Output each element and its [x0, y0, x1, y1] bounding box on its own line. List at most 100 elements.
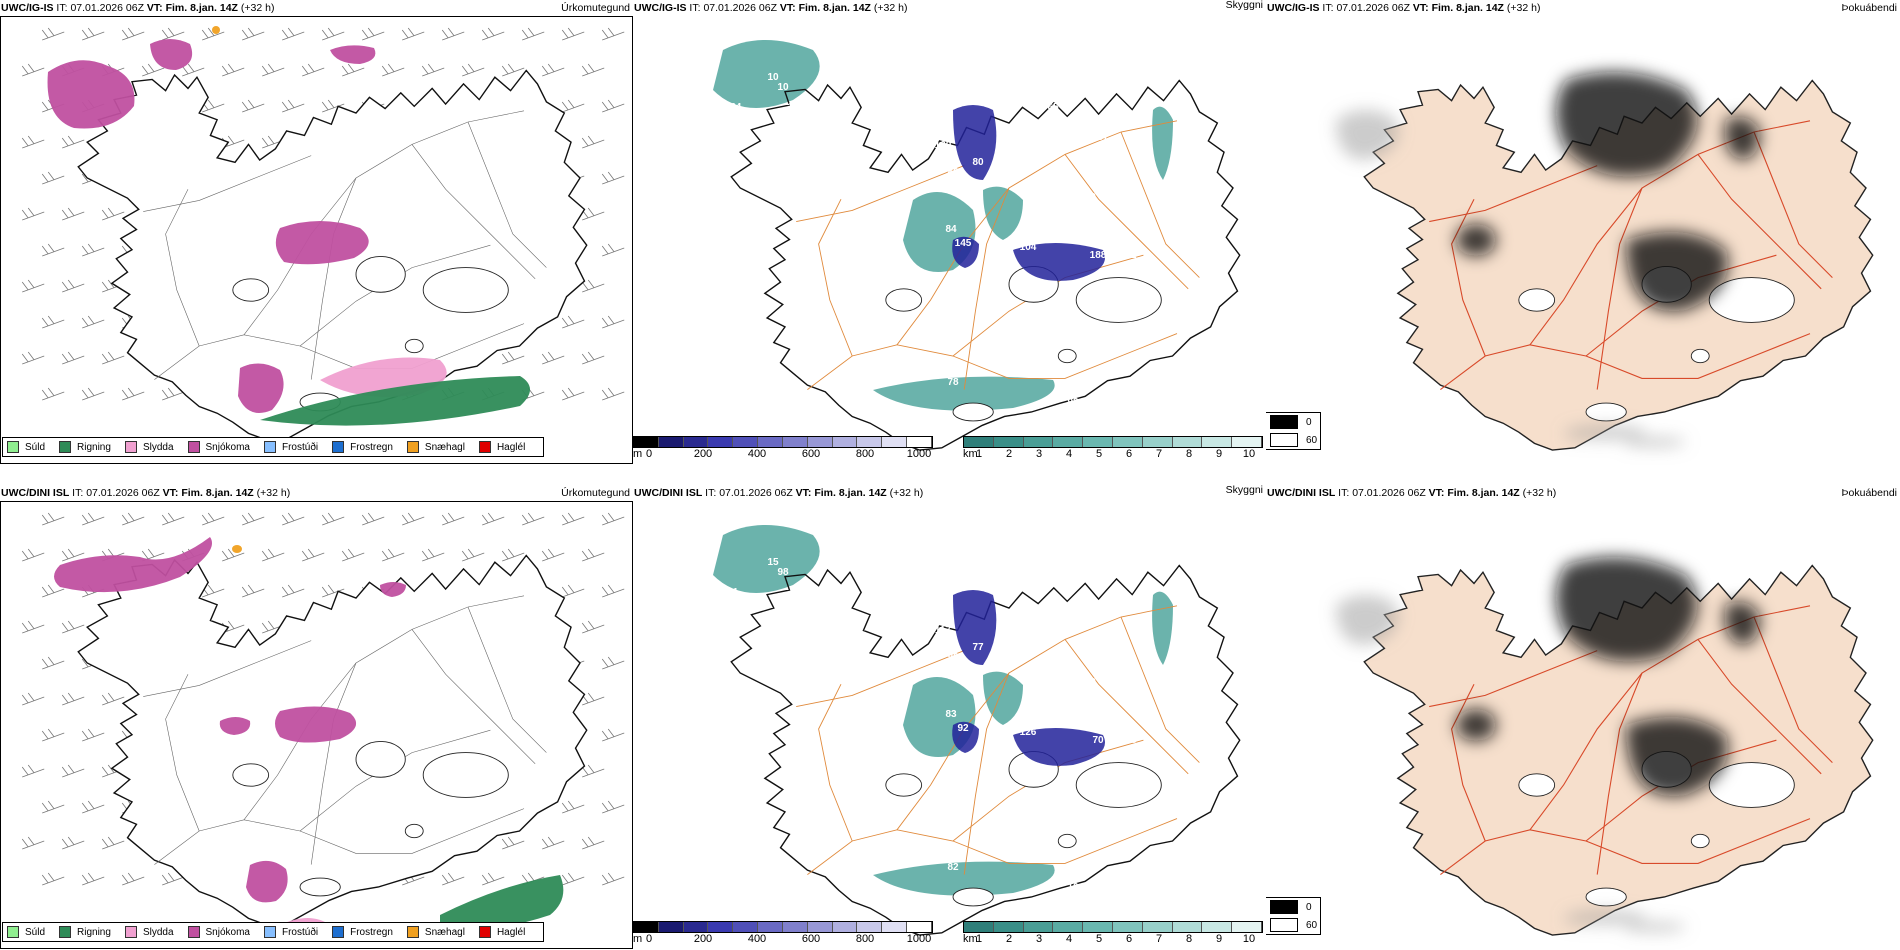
visibility-value-label: 9	[1090, 677, 1096, 688]
colorbar-tick: 7	[1155, 933, 1163, 945]
legend-swatch	[263, 441, 276, 453]
colorbar-tick: 5	[1095, 448, 1103, 460]
colorbar-swatch	[964, 437, 994, 447]
visibility-value-label: 195	[1107, 250, 1124, 261]
row1-vis-title: Skyggni	[1225, 0, 1263, 11]
colorbar-swatch	[907, 922, 932, 932]
colorbar-tick: 400	[747, 933, 767, 945]
row1-precip-panel: UWC/IG-IS IT: 07.01.2026 06Z VT: Fim. 8.…	[0, 0, 633, 465]
visibility-value-label: 145	[955, 238, 972, 249]
colorbar-tick: 600	[801, 448, 821, 460]
visibility-value-label: 98	[1125, 735, 1137, 746]
row2-precip-header: UWC/DINI ISL IT: 07.01.2026 06Z VT: Fim.…	[1, 487, 291, 499]
legend-item-snjokoma: Snjókoma	[187, 441, 250, 453]
legend-swatch	[478, 441, 491, 453]
precip-area-rigning	[440, 875, 564, 930]
visibility-value-label: 80	[972, 157, 984, 168]
colorbar-tick: 600	[801, 933, 821, 945]
iceland-land	[730, 79, 1241, 451]
colorbar-unit: km	[963, 933, 978, 945]
visibility-value-label: 15	[767, 557, 779, 568]
row2-visibility-colorbar: km 1 2 3 4 5 6 7 8 9 10	[963, 921, 1263, 945]
legend-label: Haglél	[496, 926, 526, 938]
row1-precip-title: Úrkomutegund	[561, 2, 630, 14]
colorbar-swatch	[1202, 922, 1233, 932]
legend-swatch	[406, 441, 419, 453]
colorbar-tick: 9	[1215, 933, 1223, 945]
fog-legend-row: 60	[1266, 916, 1320, 934]
row1-fog-legend: 0 60	[1266, 412, 1321, 450]
vis_bar-strip	[963, 921, 1263, 933]
iceland-land	[1363, 564, 1874, 936]
legend-label: Snjókoma	[205, 441, 250, 453]
row2-fog-legend: 0 60	[1266, 897, 1321, 935]
fog-legend-row: 0	[1266, 898, 1320, 916]
colorbar-tick: 5	[1095, 933, 1103, 945]
legend-item-rigning: Rigning	[59, 441, 111, 453]
row1-fog-header: UWC/IG-IS IT: 07.01.2026 06Z VT: Fim. 8.…	[1267, 2, 1541, 14]
legend-item-frostregn: Frostregn	[332, 441, 393, 453]
colorbar-swatch	[1232, 922, 1262, 932]
visibility-value-label: 98	[777, 567, 789, 578]
colorbar-tick: 6	[1125, 448, 1133, 460]
legend-item-snjokoma: Snjókoma	[187, 926, 250, 938]
colorbar-swatch	[782, 922, 808, 932]
colorbar-swatch	[758, 922, 783, 932]
colorbar-swatch	[1142, 922, 1173, 932]
colorbar-tick: 1	[975, 448, 983, 460]
visibility-value-label: 92	[1067, 397, 1079, 408]
colorbar-swatch	[733, 922, 759, 932]
colorbar-tick: 9	[1215, 448, 1223, 460]
colorbar-swatch	[882, 922, 908, 932]
fog-index-field	[1456, 557, 1760, 797]
legend-item-slydda: Slydda	[124, 441, 174, 453]
colorbar-swatch	[807, 922, 833, 932]
legend-item-haglel: Haglél	[478, 441, 526, 453]
colorbar-tick: 200	[693, 448, 713, 460]
colorbar-swatch	[708, 437, 734, 447]
row1-vis-header: UWC/IG-IS IT: 07.01.2026 06Z VT: Fim. 8.…	[634, 2, 908, 14]
row2-fog-header: UWC/DINI ISL IT: 07.01.2026 06Z VT: Fim.…	[1267, 487, 1557, 499]
visibility-value-label: 188	[1090, 250, 1107, 261]
visibility-value-label: 18	[787, 102, 799, 113]
visibility-value-label: 117	[935, 625, 952, 636]
row1-visibility-colorbar: km 1 2 3 4 5 6 7 8 9 10	[963, 436, 1263, 460]
row2-precip-panel: UWC/DINI ISL IT: 07.01.2026 06Z VT: Fim.…	[0, 485, 633, 950]
visibility-value-label: 136	[990, 252, 1007, 263]
legend-swatch	[406, 926, 419, 938]
colorbar-tick: 400	[747, 448, 767, 460]
visibility-value-label: 184	[1107, 735, 1124, 746]
visibility-value-label: 115	[1025, 222, 1042, 233]
visibility-value-label: 764	[725, 102, 742, 113]
colorbar-tick: 1	[975, 933, 983, 945]
colorbar-swatch	[782, 437, 808, 447]
row2-vis-header: UWC/DINI ISL IT: 07.01.2026 06Z VT: Fim.…	[634, 487, 924, 499]
fog-legend-label: 60	[1306, 434, 1318, 446]
fog-legend-label: 0	[1306, 901, 1312, 913]
precip-area-snjokoma	[275, 221, 369, 265]
precip-area-snjokoma	[238, 363, 284, 413]
legend-label: Snæhagl	[424, 441, 465, 453]
legend-swatch	[187, 441, 200, 453]
row1-fog-map	[1336, 72, 1874, 451]
visibility-value-label: 82	[947, 862, 959, 873]
visibility-value-label: 10	[767, 72, 779, 83]
visibility-value-label: 100	[935, 140, 952, 151]
colorbar-swatch	[857, 437, 883, 447]
colorbar-tick: 4	[1065, 448, 1073, 460]
legend-label: Haglél	[496, 441, 526, 453]
height_bar-ticks: m 0 200 400 600 800 1000	[633, 448, 933, 460]
colorbar-swatch	[1112, 437, 1143, 447]
precip-area-snjokoma	[246, 860, 288, 903]
colorbar-swatch	[1172, 922, 1203, 932]
precip-area-snaehagl	[232, 545, 242, 553]
colorbar-swatch	[1172, 437, 1203, 447]
colorbar-swatch	[907, 437, 932, 447]
visibility-value-label: 10	[777, 82, 789, 93]
terrain-height-areas	[952, 590, 1105, 766]
visibility-value-label: 126	[1020, 727, 1037, 738]
legend-item-frostudi: Frostúði	[263, 926, 318, 938]
precip-area-snjokoma	[380, 582, 406, 597]
colorbar-tick: 3	[1035, 448, 1043, 460]
row1-fog-title: Þokuábendi	[1841, 2, 1897, 14]
